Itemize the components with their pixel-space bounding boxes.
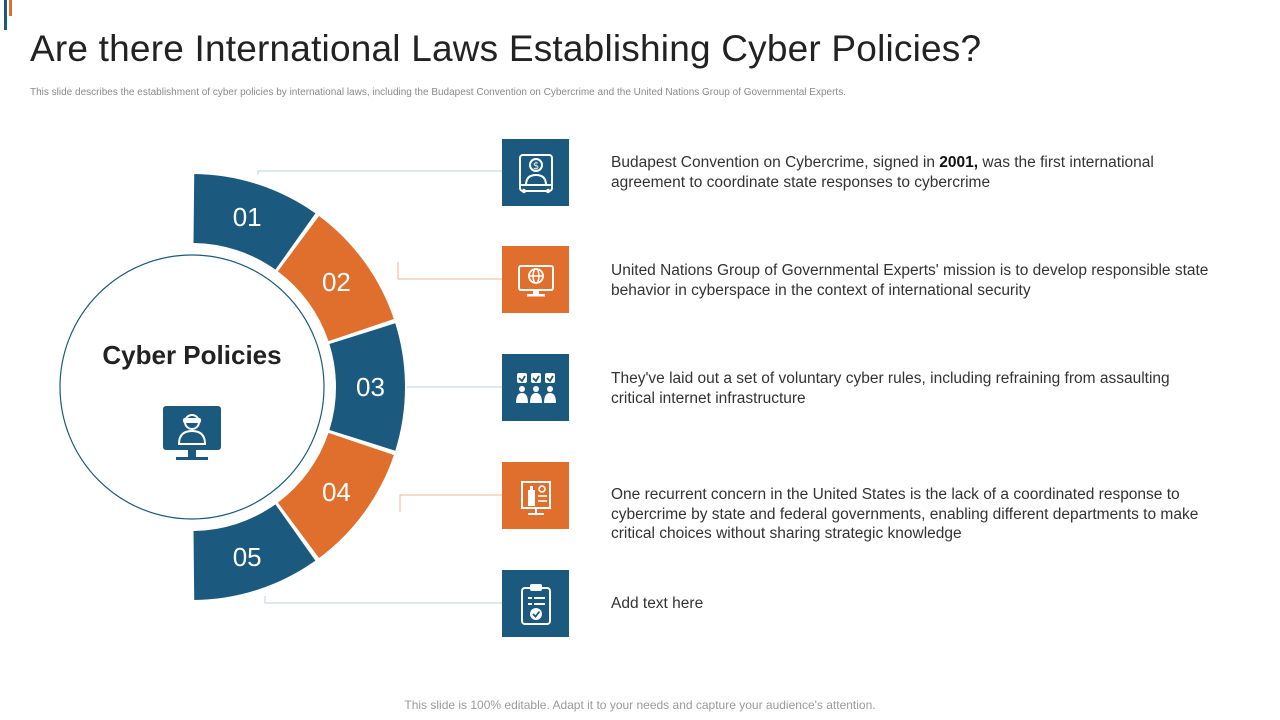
ring-segment-02 bbox=[277, 215, 394, 342]
footer-note: This slide is 100% editable. Adapt it to… bbox=[404, 698, 876, 712]
ring-segment-01 bbox=[193, 174, 316, 270]
money-cybercrime-icon: $ bbox=[518, 153, 553, 193]
hacker-monitor-icon bbox=[160, 404, 224, 464]
item-04-description: One recurrent concern in the United Stat… bbox=[611, 486, 1199, 542]
item-05-description: Add text here bbox=[611, 595, 704, 612]
item-04-icon-box bbox=[502, 462, 569, 529]
infrastructure-plan-icon bbox=[520, 480, 551, 515]
center-title: Cyber Policies bbox=[102, 340, 282, 370]
accent-bar-orange bbox=[9, 0, 12, 16]
segment-number-05: 05 bbox=[233, 542, 262, 572]
ring-segment-05 bbox=[193, 504, 316, 600]
item-05-icon-box bbox=[502, 570, 569, 637]
segment-number-04: 04 bbox=[322, 477, 351, 507]
ring-segment-03 bbox=[329, 323, 406, 451]
segment-number-01: 01 bbox=[233, 202, 262, 232]
item-03-description: They've laid out a set of voluntary cybe… bbox=[611, 370, 1170, 407]
accent-bar-blue bbox=[4, 0, 7, 30]
page-subtitle: This slide describes the establishment o… bbox=[30, 87, 846, 98]
item-01-icon-box: $ bbox=[502, 139, 569, 206]
ring-segment-04 bbox=[277, 432, 394, 559]
center-circle bbox=[59, 254, 325, 520]
segment-number-02: 02 bbox=[322, 267, 351, 297]
page-title: Are there International Laws Establishin… bbox=[30, 28, 982, 69]
item-03-icon-box bbox=[502, 354, 569, 421]
svg-text:$: $ bbox=[532, 161, 538, 172]
voluntary-rules-icon bbox=[515, 372, 556, 403]
connector-line-04 bbox=[399, 494, 502, 512]
global-computer-icon bbox=[517, 264, 554, 296]
connector-line-02 bbox=[397, 262, 502, 280]
connector-line-01 bbox=[257, 170, 502, 175]
item-02-icon-box bbox=[502, 246, 569, 313]
item-01-description: Budapest Convention on Cybercrime, signe… bbox=[611, 154, 1154, 191]
clipboard-check-icon bbox=[520, 583, 551, 625]
segment-number-03: 03 bbox=[356, 372, 385, 402]
item-02-description: United Nations Group of Governmental Exp… bbox=[611, 262, 1209, 299]
connector-line-05 bbox=[264, 596, 502, 604]
